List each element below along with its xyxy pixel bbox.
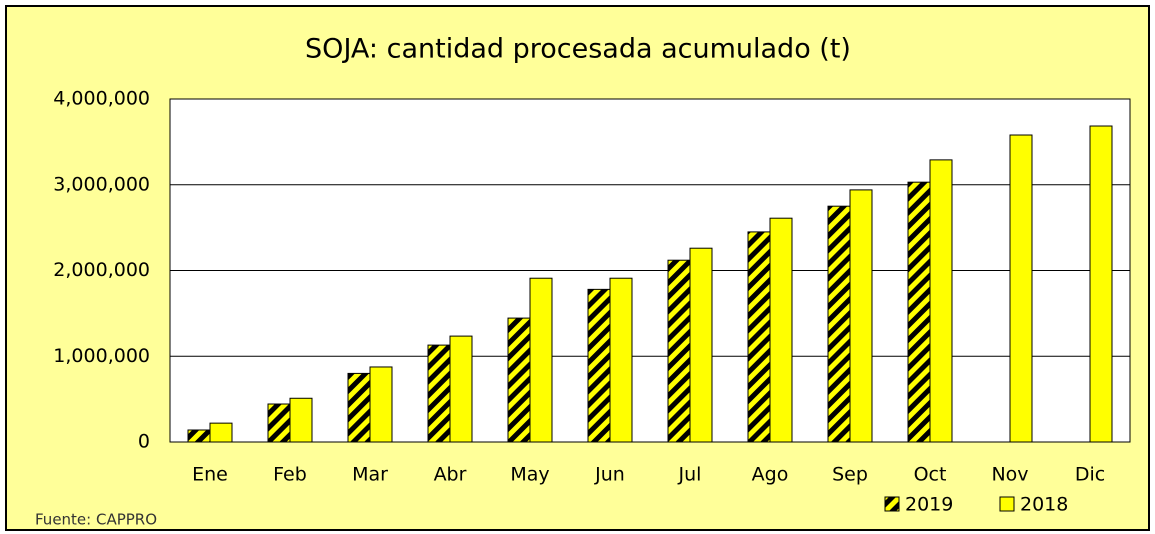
x-tick-label: Oct xyxy=(914,464,947,486)
x-tick-label: Dic xyxy=(1075,464,1105,486)
bar xyxy=(689,247,713,443)
y-tick-label: 2,000,000 xyxy=(53,259,150,281)
bar xyxy=(449,335,473,443)
bar xyxy=(849,189,873,443)
bar xyxy=(1089,125,1113,443)
bar xyxy=(769,217,793,443)
bar xyxy=(209,422,233,443)
y-tick-label: 0 xyxy=(138,431,150,453)
bar xyxy=(827,205,851,443)
bar xyxy=(1009,134,1033,443)
x-tick-label: Mar xyxy=(352,464,388,486)
x-tick-label: Jun xyxy=(594,464,625,486)
bar xyxy=(587,288,611,443)
chart-title: SOJA: cantidad procesada acumulado (t) xyxy=(305,34,851,65)
bar xyxy=(529,277,553,443)
legend-swatch xyxy=(999,496,1015,512)
x-tick-label: Feb xyxy=(273,464,307,486)
bar xyxy=(929,159,953,443)
bar xyxy=(427,344,451,443)
x-tick-label: Abr xyxy=(434,464,467,486)
x-tick-label: Ene xyxy=(192,464,228,486)
bar xyxy=(187,429,211,443)
bar xyxy=(609,277,633,443)
bar xyxy=(347,372,371,443)
bar xyxy=(907,181,931,443)
bar xyxy=(667,259,691,443)
bar xyxy=(267,403,291,443)
x-tick-label: Nov xyxy=(991,464,1028,486)
y-tick-label: 1,000,000 xyxy=(53,345,150,367)
x-tick-label: May xyxy=(510,464,549,486)
bar xyxy=(747,231,771,443)
y-tick-label: 3,000,000 xyxy=(53,173,150,195)
legend-swatch xyxy=(884,496,900,512)
x-tick-label: Sep xyxy=(832,464,868,486)
y-tick-label: 4,000,000 xyxy=(53,88,150,110)
legend-label: 2018 xyxy=(1020,494,1068,516)
bar xyxy=(289,397,313,443)
x-tick-label: Jul xyxy=(678,464,702,486)
x-tick-label: Ago xyxy=(752,464,789,486)
bar xyxy=(507,317,531,443)
bar xyxy=(369,366,393,443)
legend-label: 2019 xyxy=(905,494,953,516)
plot-border xyxy=(169,98,1131,443)
source: Fuente: CAPPRO xyxy=(35,511,157,529)
